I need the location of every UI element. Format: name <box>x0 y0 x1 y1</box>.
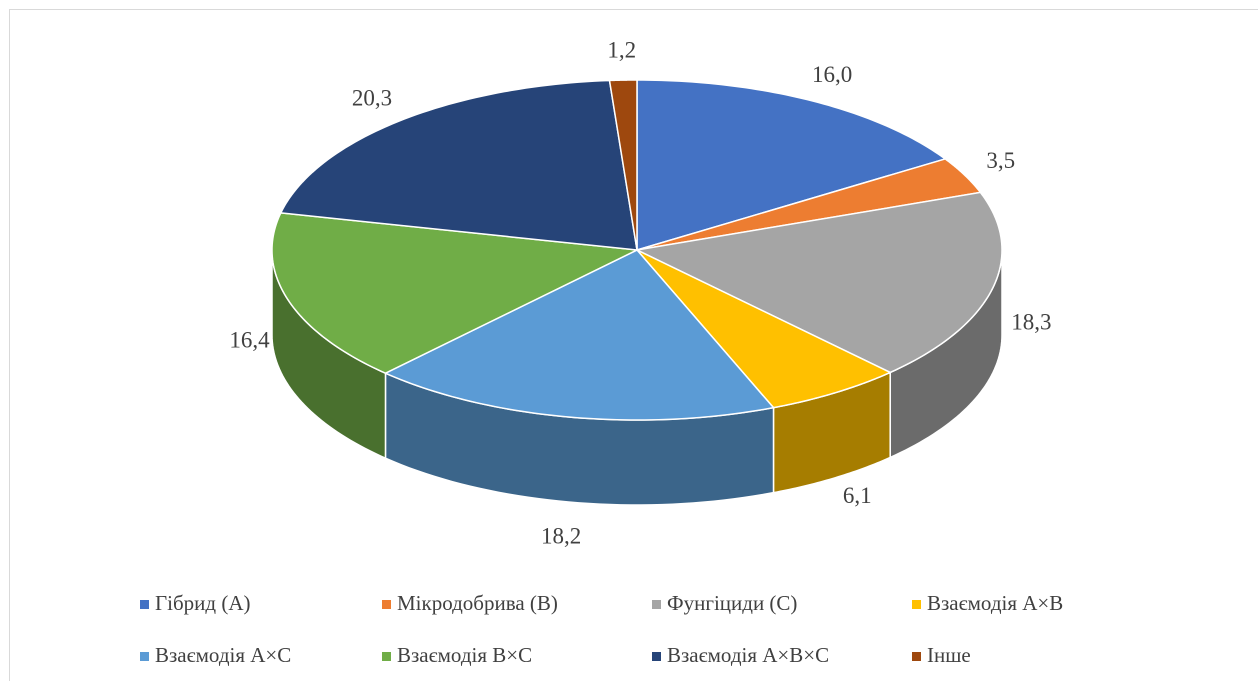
data-label: 20,3 <box>352 86 392 111</box>
slice <box>634 191 1003 374</box>
legend-label: Взаємодія A×B×C <box>667 643 829 667</box>
data-label: 16,0 <box>812 62 852 87</box>
legend-swatch <box>140 600 149 609</box>
legend-swatch <box>912 600 921 609</box>
legend-swatch <box>382 600 391 609</box>
legend-label: Фунгіциди (C) <box>667 591 797 615</box>
data-label: 18,3 <box>1011 310 1051 335</box>
data-label: 16,4 <box>229 328 270 353</box>
data-label: 6,1 <box>843 483 872 508</box>
data-label: 1,2 <box>607 37 636 62</box>
legend-swatch <box>652 652 661 661</box>
slice <box>279 79 638 251</box>
legend-label: Гібрид (A) <box>155 591 250 615</box>
legend-label: Взаємодія A×B <box>927 591 1063 615</box>
slice <box>271 212 640 375</box>
slice <box>383 249 775 421</box>
legend-swatch <box>912 652 921 661</box>
slice <box>636 79 947 252</box>
slice <box>636 249 892 409</box>
data-label: 18,2 <box>541 523 581 548</box>
legend-label: Взаємодія B×C <box>397 643 532 667</box>
slice <box>636 158 982 251</box>
legend-label: Інше <box>927 643 971 667</box>
legend-label: Взаємодія A×C <box>155 643 291 667</box>
legend-swatch <box>652 600 661 609</box>
slice <box>608 79 638 251</box>
legend-label: Мікродобрива (B) <box>397 591 558 615</box>
legend-swatch <box>382 652 391 661</box>
chart-frame <box>9 9 1258 681</box>
data-label: 3,5 <box>986 148 1015 173</box>
legend-swatch <box>140 652 149 661</box>
